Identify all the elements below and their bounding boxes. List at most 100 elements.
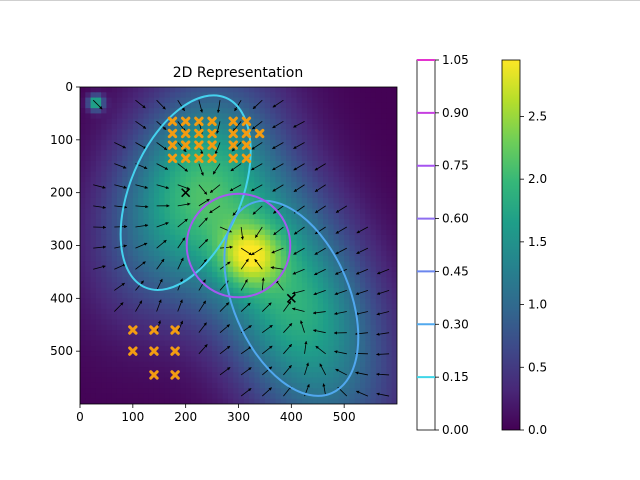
heat-cell: [254, 92, 261, 99]
gradient-arrow: [293, 247, 305, 255]
heat-cell: [148, 108, 155, 115]
heat-cell: [328, 287, 335, 294]
heat-cell: [238, 160, 245, 167]
heat-cell: [381, 356, 388, 363]
heat-cell: [132, 335, 139, 342]
heat-cell: [164, 118, 171, 125]
heat-cell: [185, 271, 192, 278]
heat-cell: [201, 192, 208, 199]
heat-cell: [138, 134, 144, 141]
heat-cell: [148, 92, 155, 99]
heat-cell: [153, 123, 160, 130]
heat-cell: [381, 256, 388, 262]
heat-cell: [333, 361, 340, 368]
heat-cell: [270, 324, 277, 331]
heat-cell: [164, 277, 171, 284]
heat-cell: [333, 261, 340, 268]
heat-cell: [254, 271, 261, 278]
heat-cell: [370, 303, 377, 310]
heat-cell: [101, 92, 108, 99]
contour-ellipse: [223, 199, 360, 397]
heat-cell: [381, 192, 388, 199]
cross-marker: [170, 370, 180, 380]
heat-cell: [80, 256, 86, 262]
heat-cell: [360, 129, 366, 136]
heat-cell: [254, 377, 261, 384]
heat-cell: [180, 245, 187, 252]
heat-cell: [190, 134, 197, 141]
heat-cell: [375, 277, 382, 284]
heat-cell: [280, 208, 287, 215]
heat-cell: [249, 340, 255, 347]
heat-cell: [233, 155, 240, 162]
heat-cell: [275, 345, 282, 352]
heat-cell: [138, 367, 144, 373]
heat-cell: [349, 187, 356, 194]
heat-cell: [106, 361, 113, 368]
heat-cell: [143, 139, 150, 146]
heat-cell: [333, 372, 340, 379]
heat-cell: [90, 176, 97, 183]
gradient-arrow: [376, 268, 390, 275]
heat-cell: [212, 219, 218, 225]
heat-cell: [164, 398, 171, 404]
heat-cell: [190, 345, 197, 352]
heat-cell: [196, 123, 203, 130]
heat-cell: [354, 160, 361, 167]
heat-cell: [101, 372, 108, 379]
heat-cell: [90, 277, 97, 284]
heat-cell: [127, 203, 134, 210]
heat-cell: [201, 224, 208, 231]
heat-cell: [159, 287, 166, 294]
gradient-arrow: [240, 247, 253, 256]
heat-cell: [307, 118, 314, 125]
heat-cell: [264, 208, 271, 215]
heat-cell: [370, 203, 377, 210]
heat-cell: [360, 176, 366, 183]
heat-cell: [185, 298, 192, 305]
heat-cell: [90, 314, 97, 321]
heat-cell: [344, 319, 351, 326]
heat-cell: [312, 314, 319, 321]
heat-cell: [338, 166, 345, 173]
heat-cell: [90, 308, 97, 315]
heat-cell: [370, 245, 377, 252]
heat-cell: [143, 367, 150, 373]
heat-cell: [227, 108, 234, 115]
heat-cell: [164, 176, 171, 183]
heat-cell: [148, 319, 155, 326]
heat-cell: [80, 213, 86, 220]
heat-cell: [122, 87, 129, 93]
heat-cell: [338, 150, 345, 157]
heat-cell: [381, 182, 388, 188]
cross-marker: [149, 346, 159, 356]
heat-cell: [264, 351, 271, 358]
heat-cell: [106, 261, 113, 268]
heat-cell: [196, 314, 203, 321]
heat-cell: [312, 108, 319, 115]
heat-cell: [90, 92, 97, 99]
heat-cell: [243, 166, 250, 173]
heat-cell: [286, 245, 292, 252]
heat-cell: [254, 203, 261, 210]
heat-cell: [206, 393, 213, 400]
heat-cell: [280, 129, 287, 136]
heat-cell: [201, 187, 208, 194]
heat-cell: [381, 314, 388, 321]
gradient-arrow: [272, 205, 284, 214]
heat-cell: [381, 340, 388, 347]
heat-cell: [296, 219, 303, 225]
heat-cell: [90, 298, 97, 305]
heat-cell: [180, 287, 187, 294]
heat-cell: [217, 393, 224, 400]
heat-cell: [370, 213, 377, 220]
heat-cell: [249, 113, 255, 120]
heat-cell: [259, 382, 266, 389]
heat-cell: [233, 298, 240, 305]
heat-cell: [381, 335, 388, 342]
heat-cell: [190, 324, 197, 331]
heat-cell: [386, 330, 393, 336]
cross-marker-stroke: [149, 370, 159, 380]
heat-cell: [238, 340, 245, 347]
heat-cell: [196, 256, 203, 262]
